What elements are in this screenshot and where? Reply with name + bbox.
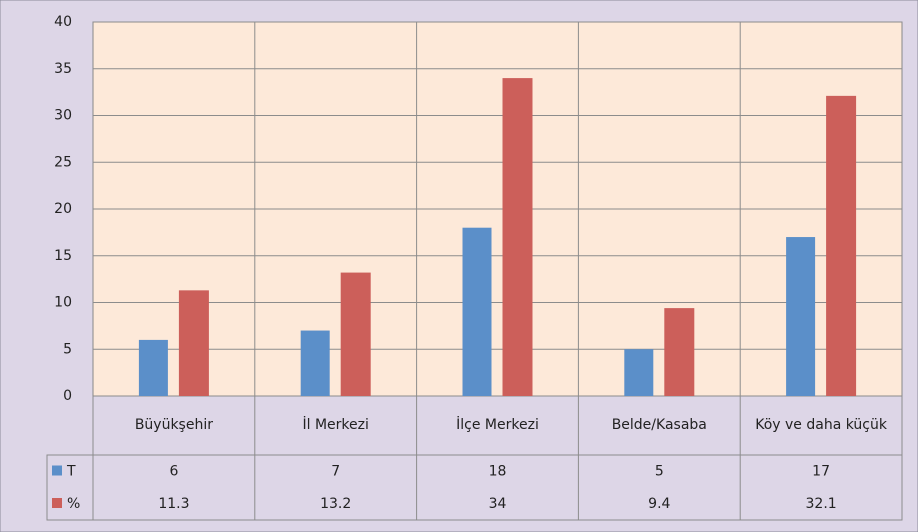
y-tick-label: 20 [54, 201, 72, 217]
y-tick-label: 10 [54, 295, 72, 311]
table-value: 6 [169, 464, 178, 480]
y-tick-label: 30 [54, 108, 72, 124]
table-value: 7 [331, 464, 340, 480]
bar [138, 339, 168, 396]
legend-swatch [52, 498, 62, 508]
table-value: 5 [655, 464, 664, 480]
x-tick-label: Köy ve daha küçük [755, 417, 887, 434]
x-tick-label: İl Merkezi [302, 417, 369, 434]
x-tick-label: İlçe Merkezi [456, 417, 539, 434]
y-tick-label: 15 [54, 248, 72, 264]
y-tick-label: 40 [54, 14, 72, 30]
table-value: 11.3 [158, 496, 189, 512]
x-tick-label: Büyükşehir [134, 417, 213, 434]
category-cell: İlçe Merkezi [456, 417, 539, 434]
legend-label: % [67, 496, 80, 512]
y-tick-label: 5 [63, 341, 72, 357]
bar [178, 290, 209, 396]
category-cell: Belde/Kasaba [611, 417, 707, 434]
category-cell: Büyükşehir [134, 417, 213, 434]
bar [664, 308, 695, 396]
y-tick-label: 0 [63, 388, 72, 404]
y-tick-label: 35 [54, 61, 72, 77]
legend-label: T [66, 464, 76, 480]
legend-swatch [52, 465, 62, 476]
table-value: 13.2 [320, 496, 351, 512]
bar [624, 349, 654, 396]
category-cell: İl Merkezi [302, 417, 369, 434]
table-value: 32.1 [806, 496, 837, 512]
bar [826, 95, 857, 397]
category-cell: Köy ve daha küçük [755, 417, 887, 434]
table-value: 18 [489, 464, 507, 480]
table-value: 9.4 [648, 496, 670, 512]
bar [340, 272, 371, 396]
bar [786, 237, 816, 396]
bar [462, 227, 492, 396]
bar [300, 330, 330, 396]
bar [502, 78, 533, 396]
table-value: 34 [489, 496, 507, 512]
x-tick-label: Belde/Kasaba [611, 417, 707, 434]
table-value: 17 [812, 464, 830, 480]
y-tick-label: 25 [54, 154, 72, 170]
